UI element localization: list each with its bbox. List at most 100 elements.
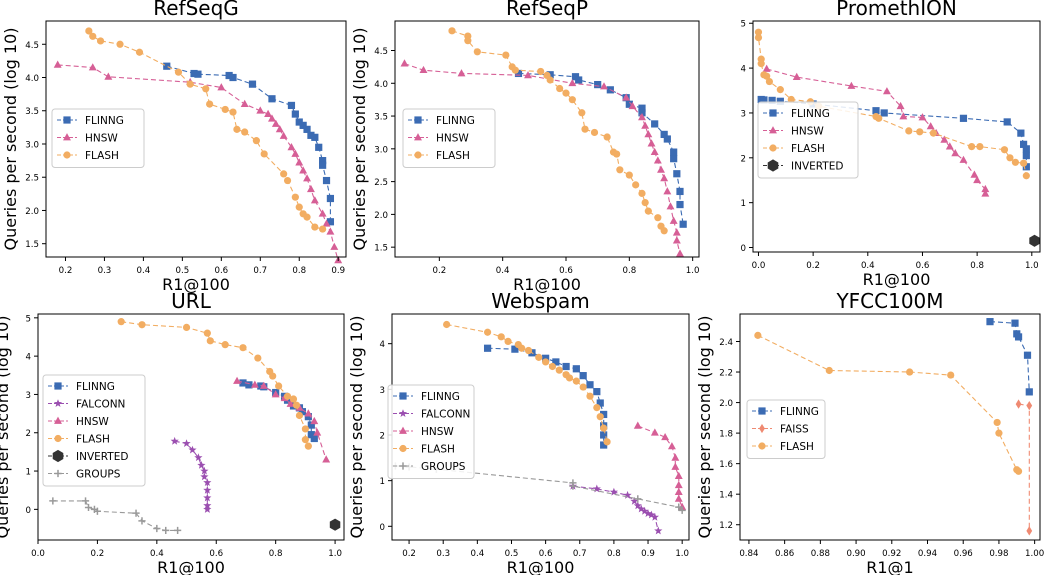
- data-point: [872, 107, 880, 115]
- legend-label: INVERTED: [76, 451, 128, 463]
- legend-label: FLINNG: [76, 381, 115, 393]
- data-point: [623, 490, 632, 499]
- data-point: [670, 148, 678, 156]
- data-point: [643, 509, 653, 517]
- legend-marker: [63, 116, 71, 124]
- data-point: [572, 377, 580, 385]
- series-faiss: [1015, 399, 1033, 536]
- data-point: [638, 104, 646, 112]
- data-point: [940, 135, 949, 143]
- x-tick-label: 1.0: [328, 549, 342, 559]
- data-point: [203, 329, 211, 337]
- data-point: [295, 158, 304, 166]
- data-point: [132, 509, 140, 517]
- data-point: [256, 106, 265, 114]
- series-flash: [85, 27, 327, 233]
- series-line: [989, 321, 1030, 392]
- y-tick-label: 1.4: [719, 491, 733, 501]
- y-tick-label: 3: [741, 109, 747, 119]
- data-point: [221, 341, 229, 349]
- data-point: [292, 401, 301, 409]
- data-point: [319, 161, 327, 169]
- legend-label: HNSW: [436, 133, 469, 145]
- data-point: [194, 70, 202, 78]
- data-point: [600, 410, 608, 419]
- data-point: [995, 429, 1003, 437]
- data-point: [502, 51, 510, 59]
- x-tick-label: 0.6: [209, 549, 223, 559]
- series-hnsw: [53, 60, 343, 264]
- y-tick-label: 4.5: [374, 47, 388, 57]
- data-point: [229, 73, 237, 82]
- data-point: [299, 166, 308, 174]
- data-point: [896, 101, 905, 110]
- data-point: [675, 503, 683, 511]
- data-point: [660, 227, 668, 235]
- data-point: [945, 142, 954, 150]
- data-point: [593, 388, 601, 396]
- legend-label: HNSW: [791, 126, 824, 138]
- data-point: [754, 33, 763, 42]
- y-tick-label: 1: [741, 199, 747, 209]
- x-tick-label: 0.4: [137, 266, 151, 276]
- data-point: [616, 166, 624, 174]
- data-point: [186, 80, 194, 88]
- data-point: [638, 109, 646, 117]
- y-tick-label: 1.2: [719, 521, 733, 531]
- data-point: [1029, 234, 1040, 247]
- data-point: [138, 517, 146, 525]
- legend-box: [51, 108, 145, 168]
- y-axis-label: Queries per second (log 10): [347, 316, 366, 539]
- data-point: [669, 216, 678, 224]
- legend-label: INVERTED: [791, 161, 843, 173]
- legend-label: FAISS: [780, 424, 809, 436]
- y-tick-label: 2.0: [374, 211, 388, 221]
- data-point: [162, 526, 170, 535]
- data-point: [49, 497, 57, 505]
- data-point: [792, 72, 801, 80]
- data-point: [1023, 351, 1032, 359]
- x-tick-label: 1.0: [686, 266, 700, 276]
- x-tick-label: 0.5: [505, 549, 519, 559]
- x-tick-label: 0.5: [176, 266, 190, 276]
- data-point: [291, 110, 299, 118]
- data-point: [562, 89, 570, 97]
- data-point: [603, 438, 611, 446]
- data-point: [304, 442, 312, 450]
- chart-title: URL: [171, 289, 212, 313]
- data-point: [1000, 146, 1009, 154]
- data-point: [622, 93, 631, 101]
- data-point: [1003, 118, 1011, 126]
- data-point: [663, 135, 671, 143]
- y-tick-label: 2: [380, 431, 386, 441]
- legend-marker: [769, 144, 777, 152]
- legend-marker: [54, 469, 62, 478]
- x-tick-label: 0.9: [331, 266, 345, 276]
- data-point: [229, 108, 237, 116]
- y-tick-label: 4: [741, 65, 747, 75]
- data-point: [301, 436, 309, 444]
- data-point: [644, 130, 653, 138]
- data-point: [578, 109, 586, 117]
- data-point: [600, 441, 608, 449]
- legend-marker: [52, 449, 64, 463]
- y-tick-label: 2: [741, 154, 747, 164]
- chart-title: PromethION: [836, 0, 957, 20]
- data-point: [609, 487, 618, 496]
- x-tick-label: 0.88: [811, 549, 830, 559]
- data-point: [562, 362, 570, 371]
- data-point: [326, 194, 335, 203]
- y-axis-label: Queries per second (log 10): [1, 28, 20, 251]
- data-point: [322, 219, 331, 227]
- series-inverted: [1029, 234, 1040, 247]
- legend-box: [757, 101, 859, 179]
- series-flinng: [986, 318, 1033, 396]
- data-point: [88, 63, 97, 71]
- x-tick-label: 0.94: [918, 549, 937, 559]
- data-point: [765, 77, 774, 86]
- chart-yfcc100m: 0.84 0.86 0.88 0.90 0.92 0.94 0.96 0.98 1.00 1.2 1…: [695, 289, 1044, 575]
- data-point: [203, 493, 212, 502]
- data-point: [280, 170, 288, 178]
- data-point: [248, 80, 257, 88]
- data-point: [271, 390, 280, 398]
